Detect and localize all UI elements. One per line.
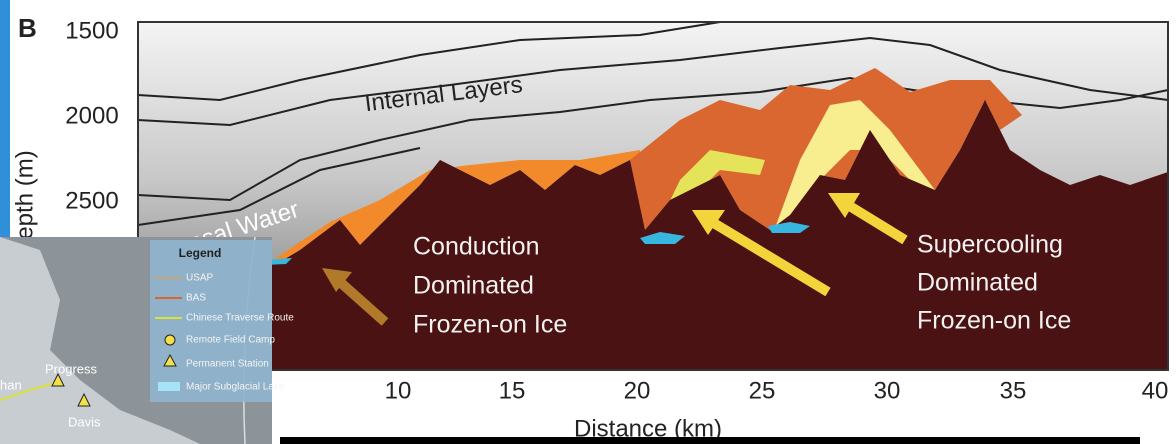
place-label: Progress bbox=[45, 361, 98, 376]
x-tick-label: 10 bbox=[385, 377, 412, 404]
legend-label: BAS bbox=[186, 293, 206, 304]
black-bar bbox=[280, 437, 1140, 444]
place-label: han bbox=[0, 377, 22, 392]
legend-swatch bbox=[158, 382, 180, 391]
inset-map: Progress Davis han Legend USAP BAS Chine… bbox=[0, 237, 294, 444]
legend-label: Remote Field Camp bbox=[186, 335, 275, 346]
x-ticks: 10 15 20 25 30 35 40 bbox=[385, 377, 1169, 404]
legend-swatch bbox=[165, 335, 175, 345]
y-tick-label: 2000 bbox=[65, 102, 118, 129]
y-tick-label: 1500 bbox=[65, 17, 118, 44]
legend-label: Permanent Station bbox=[186, 359, 269, 370]
place-label: Davis bbox=[68, 414, 101, 429]
annotation-line: Frozen-on Ice bbox=[413, 311, 567, 339]
annotation-line: Frozen-on Ice bbox=[917, 307, 1071, 335]
x-tick-label: 15 bbox=[499, 377, 526, 404]
legend-title: Legend bbox=[179, 246, 222, 260]
x-tick-label: 20 bbox=[624, 377, 651, 404]
annotation-line: Dominated bbox=[917, 269, 1038, 297]
x-tick-label: 30 bbox=[874, 377, 901, 404]
x-tick-label: 25 bbox=[749, 377, 776, 404]
legend-label: Chinese Traverse Route bbox=[186, 313, 294, 324]
legend-label: USAP bbox=[186, 273, 214, 284]
legend-label: Major Subglacial Lake bbox=[186, 382, 285, 393]
figure: B 1500 2000 2500 epth (m) 10 15 20 25 30… bbox=[0, 0, 1176, 444]
annotation-line: Dominated bbox=[413, 272, 534, 300]
panel-label: B bbox=[18, 13, 37, 43]
y-tick-label: 2500 bbox=[65, 187, 118, 214]
x-tick-label: 35 bbox=[1000, 377, 1027, 404]
y-axis-label: epth (m) bbox=[11, 150, 38, 239]
x-tick-label: 40 bbox=[1142, 377, 1169, 404]
annotation-line: Supercooling bbox=[917, 231, 1063, 259]
annotation-line: Conduction bbox=[413, 233, 539, 261]
